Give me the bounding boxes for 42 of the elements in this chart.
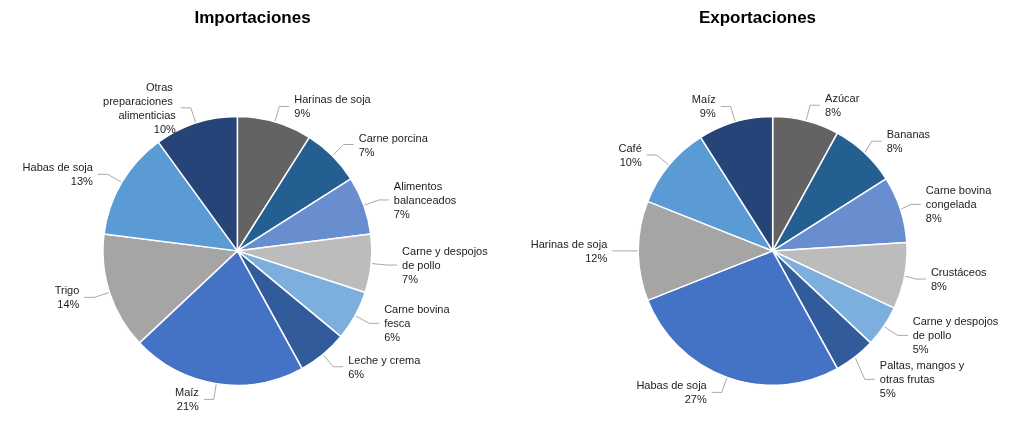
slice-label: Trigo — [54, 284, 80, 297]
slice-label: Harinas de soja — [294, 93, 372, 106]
slice-label: Carne bovina fesca — [384, 303, 453, 330]
slice-label: Habas de soja — [636, 379, 708, 392]
slice-label: Azúcar — [825, 92, 860, 105]
data-label: 27% — [684, 393, 707, 406]
slice-label: Harinas de soja — [530, 237, 609, 250]
data-label: 10% — [619, 156, 642, 169]
chart-title: Exportaciones — [698, 8, 817, 27]
data-label: 7% — [402, 273, 419, 286]
data-label: 14% — [57, 298, 80, 311]
data-label: 13% — [70, 175, 94, 188]
data-label: 8% — [825, 106, 842, 119]
slice-label: Alimentos balanceados — [393, 179, 457, 206]
slice-label: Carne bovina congelada — [925, 184, 995, 211]
data-label: 6% — [384, 331, 401, 344]
slice-label: Leche y crema — [348, 353, 422, 366]
slice-label: Carne y despojos de pollo — [402, 245, 491, 272]
chart-title: Importaciones — [194, 8, 311, 27]
data-label: 9% — [294, 107, 311, 120]
slice-label: Carne y despojos de pollo — [912, 315, 1002, 342]
slice-label: Café — [618, 142, 642, 155]
data-label: 21% — [176, 400, 200, 413]
data-label: 7% — [358, 145, 375, 158]
data-label: 8% — [886, 142, 903, 155]
data-label: 12% — [585, 251, 608, 264]
slice-label: Bananas — [886, 128, 931, 141]
data-label: 7% — [393, 207, 410, 220]
data-label: 9% — [699, 107, 716, 120]
data-label: 8% — [930, 280, 948, 293]
slice-label: Carne porcina — [358, 131, 429, 144]
slice-label: Habas de soja — [22, 161, 94, 174]
data-label: 5% — [912, 343, 929, 356]
slice-label: Maíz — [174, 386, 199, 399]
data-label: 8% — [925, 212, 942, 225]
slice-label: Maíz — [691, 93, 716, 106]
slice-label: Otras preparaciones alimenticias — [103, 80, 177, 121]
data-label: 6% — [348, 367, 365, 380]
slice-label: Crustáceos — [930, 266, 988, 279]
data-label: 10% — [153, 122, 177, 135]
data-label: 5% — [879, 387, 896, 400]
slice-label: Paltas, mangos y otras frutas — [879, 359, 968, 386]
